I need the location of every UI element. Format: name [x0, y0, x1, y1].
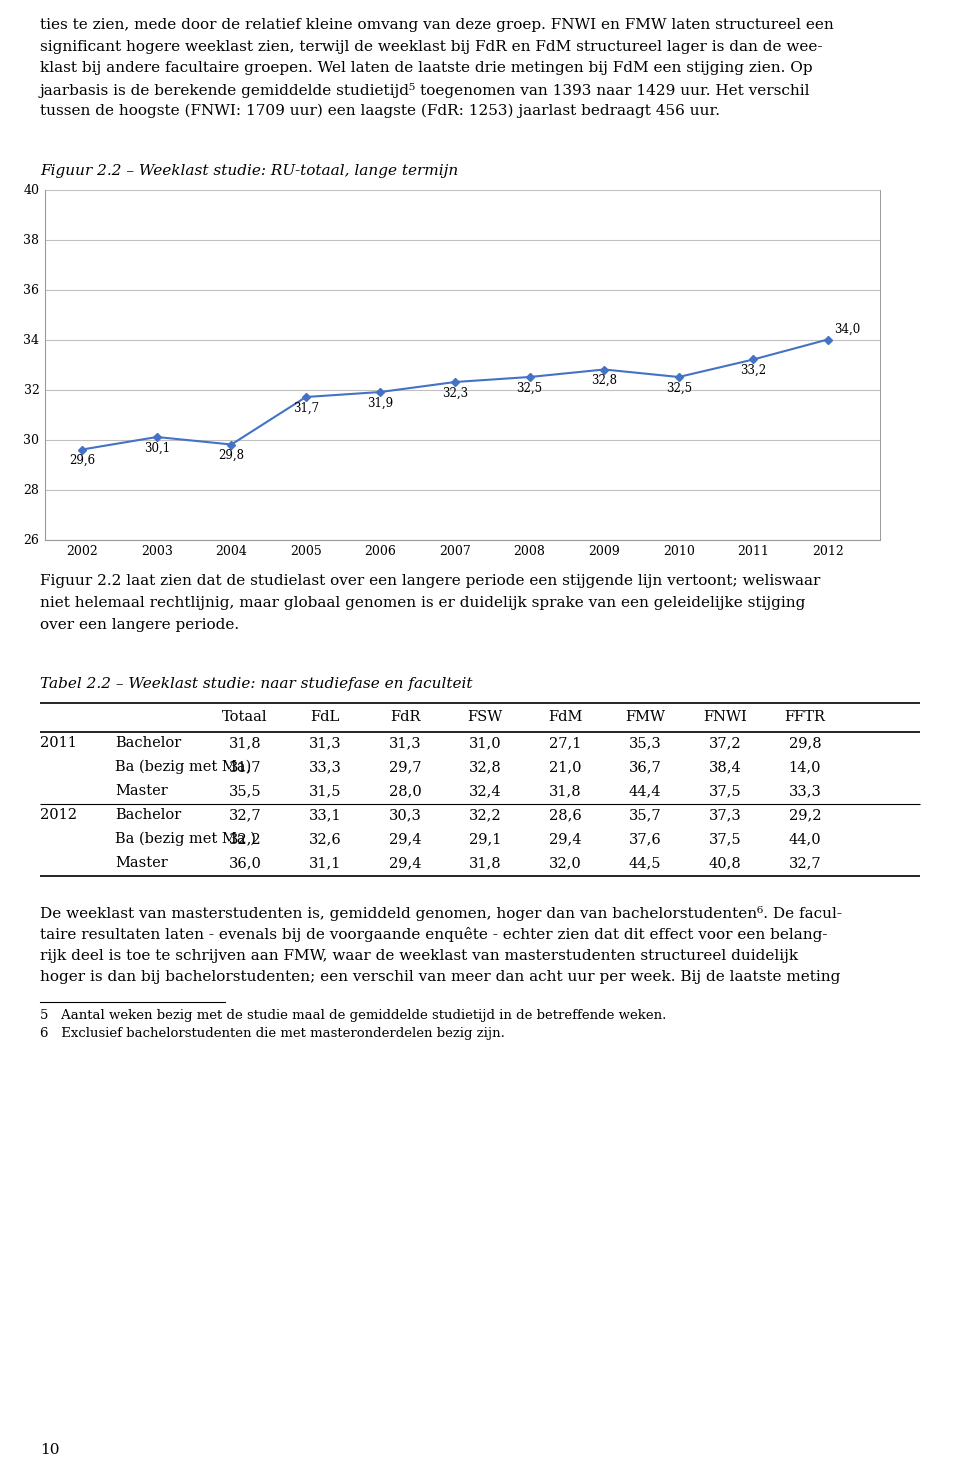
Text: 37,5: 37,5	[708, 832, 741, 845]
Text: 31,8: 31,8	[228, 736, 261, 750]
Text: 6   Exclusief bachelorstudenten die met masteronderdelen bezig zijn.: 6 Exclusief bachelorstudenten die met ma…	[40, 1028, 505, 1041]
Text: Totaal: Totaal	[223, 710, 268, 724]
Text: jaarbasis is de berekende gemiddelde studietijd⁵ toegenomen van 1393 naar 1429 u: jaarbasis is de berekende gemiddelde stu…	[40, 83, 810, 98]
Text: niet helemaal rechtlijnig, maar globaal genomen is er duidelijk sprake van een g: niet helemaal rechtlijnig, maar globaal …	[40, 596, 805, 610]
Text: FdM: FdM	[548, 710, 582, 724]
Text: 33,3: 33,3	[788, 784, 822, 799]
Text: 32,0: 32,0	[548, 856, 582, 870]
Text: Tabel 2.2 – Weeklast studie: naar studiefase en faculteit: Tabel 2.2 – Weeklast studie: naar studie…	[40, 677, 472, 691]
Text: 27,1: 27,1	[549, 736, 581, 750]
Text: 32,3: 32,3	[442, 387, 468, 400]
Text: 30,3: 30,3	[389, 807, 421, 822]
Text: 40,8: 40,8	[708, 856, 741, 870]
Text: 35,3: 35,3	[629, 736, 661, 750]
Text: 31,8: 31,8	[549, 784, 582, 799]
Text: 37,3: 37,3	[708, 807, 741, 822]
Text: 31,3: 31,3	[389, 736, 421, 750]
Text: Master: Master	[115, 784, 168, 799]
Text: Bachelor: Bachelor	[115, 736, 181, 750]
Text: FNWI: FNWI	[703, 710, 747, 724]
Text: 33,3: 33,3	[308, 761, 342, 774]
Text: 33,1: 33,1	[309, 807, 342, 822]
Text: 10: 10	[40, 1442, 60, 1457]
Text: 29,8: 29,8	[218, 450, 245, 461]
Text: 31,8: 31,8	[468, 856, 501, 870]
Text: klast bij andere facultaire groepen. Wel laten de laatste drie metingen bij FdM : klast bij andere facultaire groepen. Wel…	[40, 61, 812, 74]
Text: significant hogere weeklast zien, terwijl de weeklast bij FdR en FdM structureel: significant hogere weeklast zien, terwij…	[40, 39, 823, 54]
Text: Master: Master	[115, 856, 168, 870]
Text: hoger is dan bij bachelorstudenten; een verschil van meer dan acht uur per week.: hoger is dan bij bachelorstudenten; een …	[40, 971, 840, 984]
Text: Bachelor: Bachelor	[115, 807, 181, 822]
Text: 37,2: 37,2	[708, 736, 741, 750]
Text: Figuur 2.2 – Weeklast studie: RU-totaal, lange termijn: Figuur 2.2 – Weeklast studie: RU-totaal,…	[40, 164, 458, 178]
Text: 33,2: 33,2	[740, 364, 766, 377]
Text: 35,7: 35,7	[629, 807, 661, 822]
Text: over een langere periode.: over een langere periode.	[40, 618, 239, 632]
Text: De weeklast van masterstudenten is, gemiddeld genomen, hoger dan van bachelorstu: De weeklast van masterstudenten is, gemi…	[40, 907, 842, 921]
Text: 31,7: 31,7	[293, 402, 319, 415]
Text: 32,2: 32,2	[228, 832, 261, 845]
Text: 29,4: 29,4	[389, 832, 421, 845]
Text: 29,1: 29,1	[468, 832, 501, 845]
Text: 44,4: 44,4	[629, 784, 661, 799]
Text: 29,4: 29,4	[389, 856, 421, 870]
Text: 32,8: 32,8	[468, 761, 501, 774]
Text: 44,5: 44,5	[629, 856, 661, 870]
Text: 36,0: 36,0	[228, 856, 261, 870]
FancyBboxPatch shape	[45, 190, 880, 540]
Text: 44,0: 44,0	[789, 832, 822, 845]
Text: 28,0: 28,0	[389, 784, 421, 799]
Text: 29,8: 29,8	[789, 736, 822, 750]
Text: 2012: 2012	[40, 807, 77, 822]
Text: 2011: 2011	[40, 736, 77, 750]
Text: 29,4: 29,4	[549, 832, 581, 845]
Text: 31,3: 31,3	[309, 736, 342, 750]
Text: rijk deel is toe te schrijven aan FMW, waar de weeklast van masterstudenten stru: rijk deel is toe te schrijven aan FMW, w…	[40, 949, 798, 964]
Text: FMW: FMW	[625, 710, 665, 724]
Text: 29,7: 29,7	[389, 761, 421, 774]
Text: 28,6: 28,6	[548, 807, 582, 822]
Text: 32,8: 32,8	[591, 374, 617, 387]
Text: 32,2: 32,2	[468, 807, 501, 822]
Text: 32,5: 32,5	[516, 381, 542, 394]
Text: 5   Aantal weken bezig met de studie maal de gemiddelde studietijd in de betreff: 5 Aantal weken bezig met de studie maal …	[40, 1009, 666, 1022]
Text: 32,7: 32,7	[228, 807, 261, 822]
Text: 21,0: 21,0	[549, 761, 581, 774]
Text: tussen de hoogste (FNWI: 1709 uur) een laagste (FdR: 1253) jaarlast bedraagt 456: tussen de hoogste (FNWI: 1709 uur) een l…	[40, 104, 720, 118]
Text: 30,1: 30,1	[144, 441, 170, 454]
Text: 37,5: 37,5	[708, 784, 741, 799]
Text: 35,5: 35,5	[228, 784, 261, 799]
Text: taire resultaten laten - evenals bij de voorgaande enquête - echter zien dat dit: taire resultaten laten - evenals bij de …	[40, 927, 828, 943]
Text: Ba (bezig met Ma ): Ba (bezig met Ma )	[115, 832, 256, 847]
Text: 14,0: 14,0	[789, 761, 821, 774]
Text: FFTR: FFTR	[784, 710, 826, 724]
Text: FdL: FdL	[310, 710, 340, 724]
Text: 31,1: 31,1	[309, 856, 341, 870]
Text: 29,6: 29,6	[69, 454, 95, 467]
Text: 32,5: 32,5	[665, 381, 692, 394]
Text: Ba (bezig met Ma): Ba (bezig met Ma)	[115, 761, 252, 774]
Text: FSW: FSW	[468, 710, 503, 724]
Text: 32,7: 32,7	[789, 856, 822, 870]
Text: 31,0: 31,0	[468, 736, 501, 750]
Text: 31,5: 31,5	[309, 784, 341, 799]
Text: 36,7: 36,7	[629, 761, 661, 774]
Text: 32,6: 32,6	[308, 832, 342, 845]
Text: 38,4: 38,4	[708, 761, 741, 774]
Text: FdR: FdR	[390, 710, 420, 724]
Text: 32,4: 32,4	[468, 784, 501, 799]
Text: 31,9: 31,9	[368, 397, 394, 409]
Text: 31,7: 31,7	[228, 761, 261, 774]
Text: Figuur 2.2 laat zien dat de studielast over een langere periode een stijgende li: Figuur 2.2 laat zien dat de studielast o…	[40, 574, 821, 588]
Text: ties te zien, mede door de relatief kleine omvang van deze groep. FNWI en FMW la: ties te zien, mede door de relatief klei…	[40, 18, 833, 32]
Text: 34,0: 34,0	[834, 323, 860, 336]
Text: 29,2: 29,2	[789, 807, 821, 822]
Text: 37,6: 37,6	[629, 832, 661, 845]
